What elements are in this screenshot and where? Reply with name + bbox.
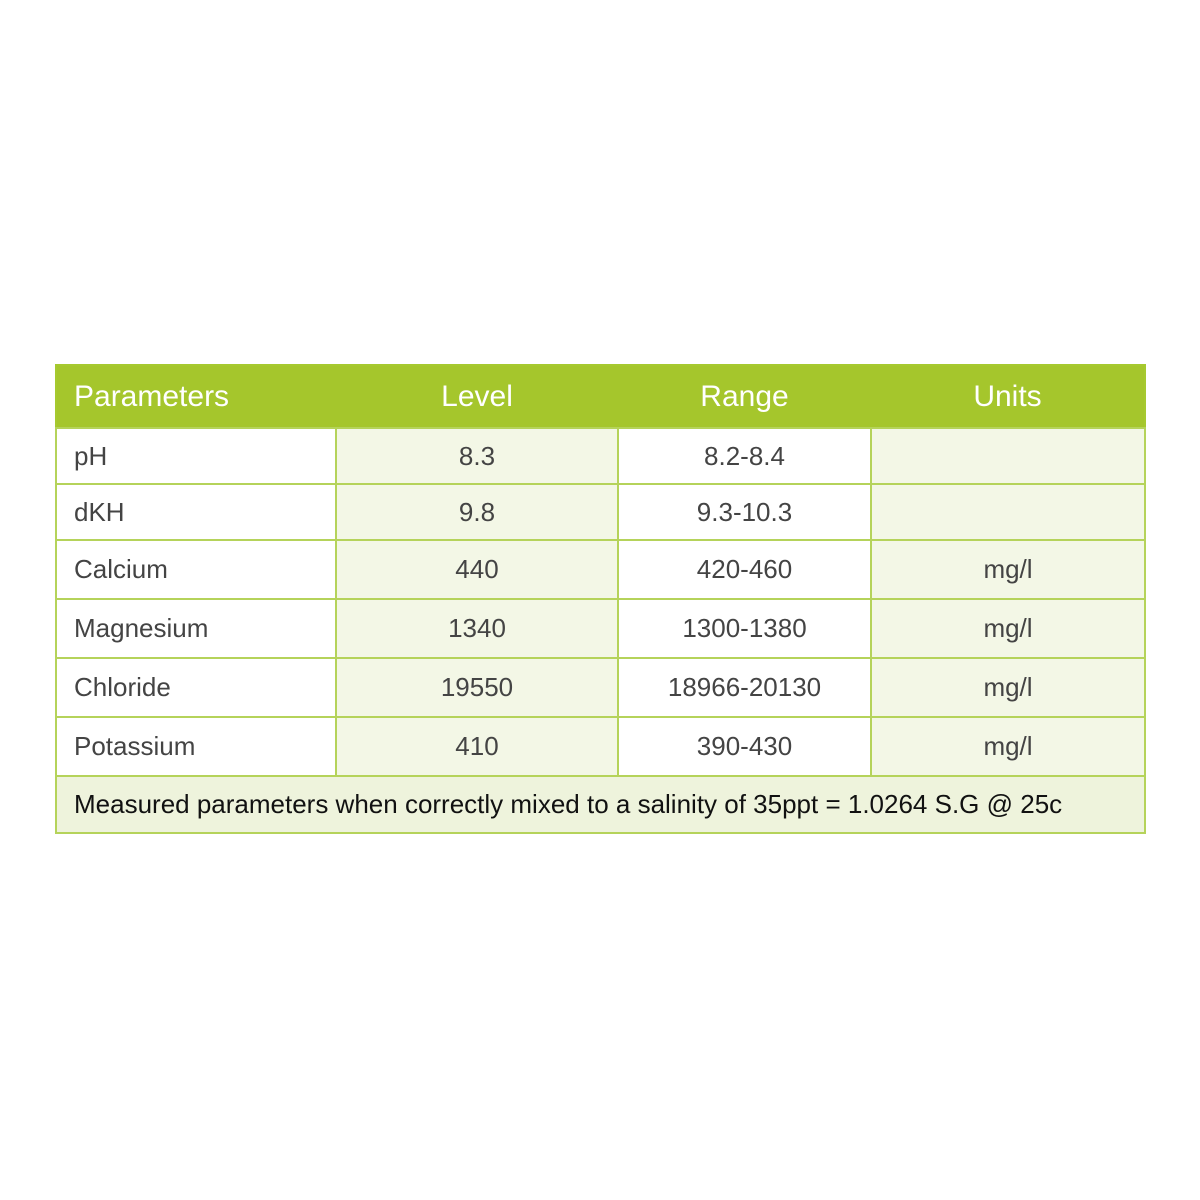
header-row: Parameters Level Range Units xyxy=(56,365,1145,428)
footer-note: Measured parameters when correctly mixed… xyxy=(55,775,1146,834)
table-row: Potassium 410 390-430 mg/l xyxy=(55,716,1146,777)
cell-range: 390-430 xyxy=(617,716,872,777)
cell-parameter: Chloride xyxy=(55,657,337,718)
cell-range: 1300-1380 xyxy=(617,598,872,659)
cell-parameter: Magnesium xyxy=(55,598,337,659)
header-level: Level xyxy=(336,365,618,428)
cell-parameter: pH xyxy=(55,427,337,485)
table-row: Calcium 440 420-460 mg/l xyxy=(55,539,1146,600)
cell-parameter: Potassium xyxy=(55,716,337,777)
cell-units: mg/l xyxy=(870,657,1146,718)
cell-units xyxy=(870,427,1146,485)
table-row: Chloride 19550 18966-20130 mg/l xyxy=(55,657,1146,718)
cell-range: 8.2-8.4 xyxy=(617,427,872,485)
cell-parameter: dKH xyxy=(55,483,337,541)
cell-units: mg/l xyxy=(870,539,1146,600)
cell-parameter: Calcium xyxy=(55,539,337,600)
cell-level: 410 xyxy=(335,716,619,777)
cell-units: mg/l xyxy=(870,598,1146,659)
cell-level: 1340 xyxy=(335,598,619,659)
footer-row: Measured parameters when correctly mixed… xyxy=(55,775,1146,834)
header-units: Units xyxy=(871,365,1145,428)
table-row: dKH 9.8 9.3-10.3 xyxy=(55,483,1146,541)
water-parameters-table: Parameters Level Range Units pH 8.3 8.2-8.… xyxy=(55,364,1146,834)
header-parameters: Parameters xyxy=(56,365,336,428)
cell-level: 8.3 xyxy=(335,427,619,485)
cell-range: 18966-20130 xyxy=(617,657,872,718)
cell-level: 9.8 xyxy=(335,483,619,541)
cell-range: 9.3-10.3 xyxy=(617,483,872,541)
cell-level: 440 xyxy=(335,539,619,600)
cell-units: mg/l xyxy=(870,716,1146,777)
table-row: Magnesium 1340 1300-1380 mg/l xyxy=(55,598,1146,659)
table-row: pH 8.3 8.2-8.4 xyxy=(55,427,1146,485)
cell-units xyxy=(870,483,1146,541)
cell-range: 420-460 xyxy=(617,539,872,600)
cell-level: 19550 xyxy=(335,657,619,718)
header-range: Range xyxy=(618,365,871,428)
